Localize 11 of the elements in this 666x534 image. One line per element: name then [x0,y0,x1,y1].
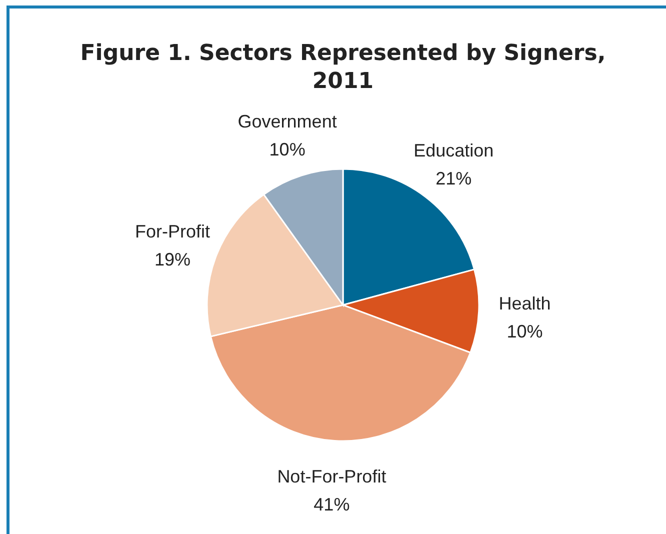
slice-label: Not-For-Profit [277,466,386,487]
slice-label: For-Profit [135,221,210,242]
chart-title: Figure 1. Sectors Represented by Signers, 2011 [80,41,606,94]
slice-label: Health [498,293,551,314]
data-label: 10% [506,321,543,342]
data-label: 21% [436,168,472,188]
data-label: 10% [269,140,306,160]
slice-label: Government [238,112,337,132]
slice-label: Education [414,140,494,160]
data-label: 41% [314,494,350,515]
data-label: 19% [154,249,191,270]
